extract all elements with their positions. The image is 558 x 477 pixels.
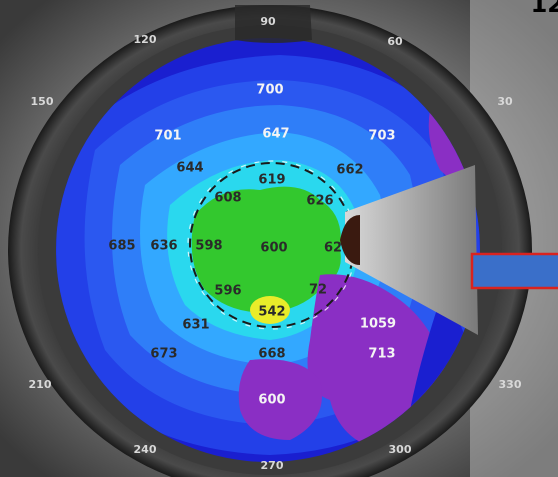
thickness-value: 713 [368,347,395,362]
thickness-value: 596 [214,284,241,299]
thickness-value: 631 [182,318,209,333]
angle-330-label: 330 [499,378,522,391]
angle-labels: 90 60 30 120 150 210 240 270 300 330 [29,15,522,472]
angle-150-label: 150 [31,95,54,108]
thickness-value: 600 [258,393,285,408]
thickness-value: 542 [258,305,285,320]
thickness-value: 72 [309,283,327,298]
thickness-value: 598 [195,239,222,254]
thickness-value: 626 [306,194,333,209]
angle-120-label: 120 [134,33,157,46]
angle-270-label: 270 [261,459,284,472]
probe-wedge [345,165,478,335]
yellow-spot [250,296,290,324]
thickness-value: 647 [262,127,289,142]
thickness-value: 619 [258,173,285,188]
thickness-value: 685 [108,239,135,254]
angle-30-label: 30 [497,95,513,108]
green-zone [191,186,341,313]
thickness-value: 636 [150,239,177,254]
thickness-value: 662 [336,163,363,178]
angle-60-label: 60 [387,35,403,48]
angle-240-label: 240 [134,443,157,456]
thickness-value: 703 [368,129,395,144]
thickness-value: 644 [176,161,203,176]
thickness-value: 600 [260,241,287,256]
thickness-value: 673 [150,347,177,362]
angle-90-label: 90 [260,15,276,28]
thickness-value: 668 [258,347,285,362]
thickness-labels: 700 647 701 703 644 619 662 608 626 685 636 598 600 6… [108,83,396,408]
purple-zone-bottom [238,359,322,440]
thickness-value: 62 [324,241,342,256]
thickness-value: 1059 [360,317,396,332]
thickness-value: 701 [154,129,181,144]
corner-number: 12 [530,0,558,18]
thickness-color-map [56,38,480,462]
thickness-value: 700 [256,83,283,98]
right-arrow-icon [470,252,558,290]
angle-300-label: 300 [389,443,412,456]
angle-210-label: 210 [29,378,52,391]
thickness-value: 608 [214,191,241,206]
